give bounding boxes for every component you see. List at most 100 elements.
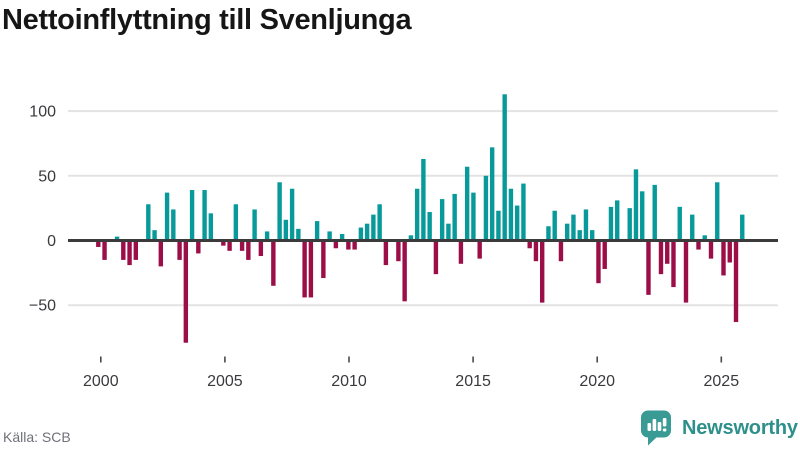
bar-negative bbox=[402, 240, 407, 302]
bar-positive bbox=[408, 235, 414, 241]
bar-negative bbox=[196, 240, 201, 254]
bar-positive bbox=[283, 219, 289, 241]
y-tick-label: 50 bbox=[38, 168, 56, 185]
bar-positive bbox=[446, 223, 451, 241]
bar-positive bbox=[364, 223, 370, 241]
bar-negative bbox=[177, 240, 182, 260]
bar-negative bbox=[477, 240, 482, 259]
bar-positive bbox=[608, 206, 614, 241]
bar-positive bbox=[483, 175, 489, 241]
bar-positive bbox=[277, 182, 282, 241]
bar-positive bbox=[489, 147, 495, 241]
bar-negative bbox=[121, 240, 126, 260]
bar-positive bbox=[496, 210, 501, 241]
bar-positive bbox=[565, 223, 570, 241]
bar-negative bbox=[646, 240, 651, 295]
bar-positive bbox=[114, 236, 120, 241]
bar-negative bbox=[683, 240, 689, 303]
bar-negative bbox=[539, 240, 545, 303]
bar-positive bbox=[289, 188, 295, 241]
bar-positive bbox=[677, 206, 682, 241]
bar-positive bbox=[552, 210, 557, 241]
bar-negative bbox=[696, 240, 701, 250]
newsworthy-icon bbox=[641, 410, 671, 446]
bar-positive bbox=[421, 158, 426, 241]
bar-negative bbox=[665, 240, 670, 264]
x-tick-label: 2000 bbox=[83, 373, 119, 390]
x-tick-label: 2025 bbox=[704, 373, 740, 390]
bar-negative bbox=[733, 240, 739, 323]
newsworthy-logo[interactable]: Newsworthy bbox=[640, 409, 798, 447]
bar-positive bbox=[208, 213, 214, 241]
bar-positive bbox=[314, 221, 320, 241]
bar-positive bbox=[740, 214, 745, 241]
bar-positive bbox=[702, 235, 707, 241]
bar-positive bbox=[502, 94, 507, 241]
bar-positive bbox=[202, 190, 207, 241]
y-tick-label: 0 bbox=[47, 233, 56, 250]
bar-negative bbox=[458, 240, 464, 264]
bar-positive bbox=[189, 190, 195, 241]
bar-negative bbox=[271, 240, 276, 286]
bar-negative bbox=[333, 240, 339, 249]
bar-positive bbox=[615, 200, 620, 241]
bar-positive bbox=[358, 227, 364, 241]
y-tick-label: 100 bbox=[29, 104, 56, 121]
bar-positive bbox=[546, 226, 551, 241]
bar-positive bbox=[427, 212, 432, 241]
brand-name: Newsworthy bbox=[682, 416, 798, 439]
bar-positive bbox=[464, 166, 470, 241]
bar-positive bbox=[327, 231, 332, 241]
bar-negative bbox=[708, 240, 714, 259]
bar-positive bbox=[152, 230, 157, 241]
bar-negative bbox=[227, 240, 232, 251]
bar-negative bbox=[396, 240, 401, 262]
bar-negative bbox=[533, 240, 539, 262]
bar-negative bbox=[602, 240, 607, 269]
bar-positive bbox=[171, 209, 176, 241]
x-tick-label: 2020 bbox=[579, 373, 615, 390]
bar-positive bbox=[233, 204, 239, 241]
bar-positive bbox=[690, 214, 695, 241]
bar-negative bbox=[352, 240, 357, 250]
bar-negative bbox=[346, 240, 351, 250]
bar-positive bbox=[339, 234, 345, 241]
bar-positive bbox=[583, 209, 589, 241]
bar-positive bbox=[164, 192, 170, 241]
bar-positive bbox=[627, 208, 632, 241]
bar-positive bbox=[414, 188, 420, 241]
bar-negative bbox=[321, 240, 326, 279]
bar-positive bbox=[514, 205, 520, 241]
x-tick-label: 2005 bbox=[207, 373, 243, 390]
bar-positive bbox=[371, 214, 376, 241]
bar-negative bbox=[127, 240, 132, 266]
y-tick-label: −50 bbox=[29, 298, 56, 315]
bar-negative bbox=[158, 240, 164, 267]
bar-positive bbox=[377, 204, 382, 241]
bar-positive bbox=[471, 192, 476, 241]
bar-negative bbox=[433, 240, 439, 275]
x-tick-label: 2010 bbox=[331, 373, 367, 390]
bar-negative bbox=[383, 240, 389, 266]
bar-negative bbox=[558, 240, 564, 262]
bar-positive bbox=[715, 182, 720, 241]
bar-negative bbox=[102, 240, 107, 260]
bar-negative bbox=[596, 240, 601, 284]
bar-negative bbox=[258, 240, 264, 257]
bar-positive bbox=[652, 184, 657, 241]
bar-negative bbox=[721, 240, 726, 276]
bar-positive bbox=[633, 169, 639, 241]
bar-positive bbox=[508, 188, 514, 241]
bar-positive bbox=[296, 228, 301, 241]
bar-positive bbox=[146, 204, 151, 241]
bar-negative bbox=[308, 240, 314, 298]
bar-negative bbox=[671, 240, 676, 288]
bar-positive bbox=[264, 231, 270, 241]
bar-negative bbox=[221, 240, 226, 246]
bar-positive bbox=[640, 191, 645, 241]
bar-positive bbox=[590, 230, 595, 241]
bar-negative bbox=[658, 240, 664, 275]
bar-negative bbox=[183, 240, 189, 343]
